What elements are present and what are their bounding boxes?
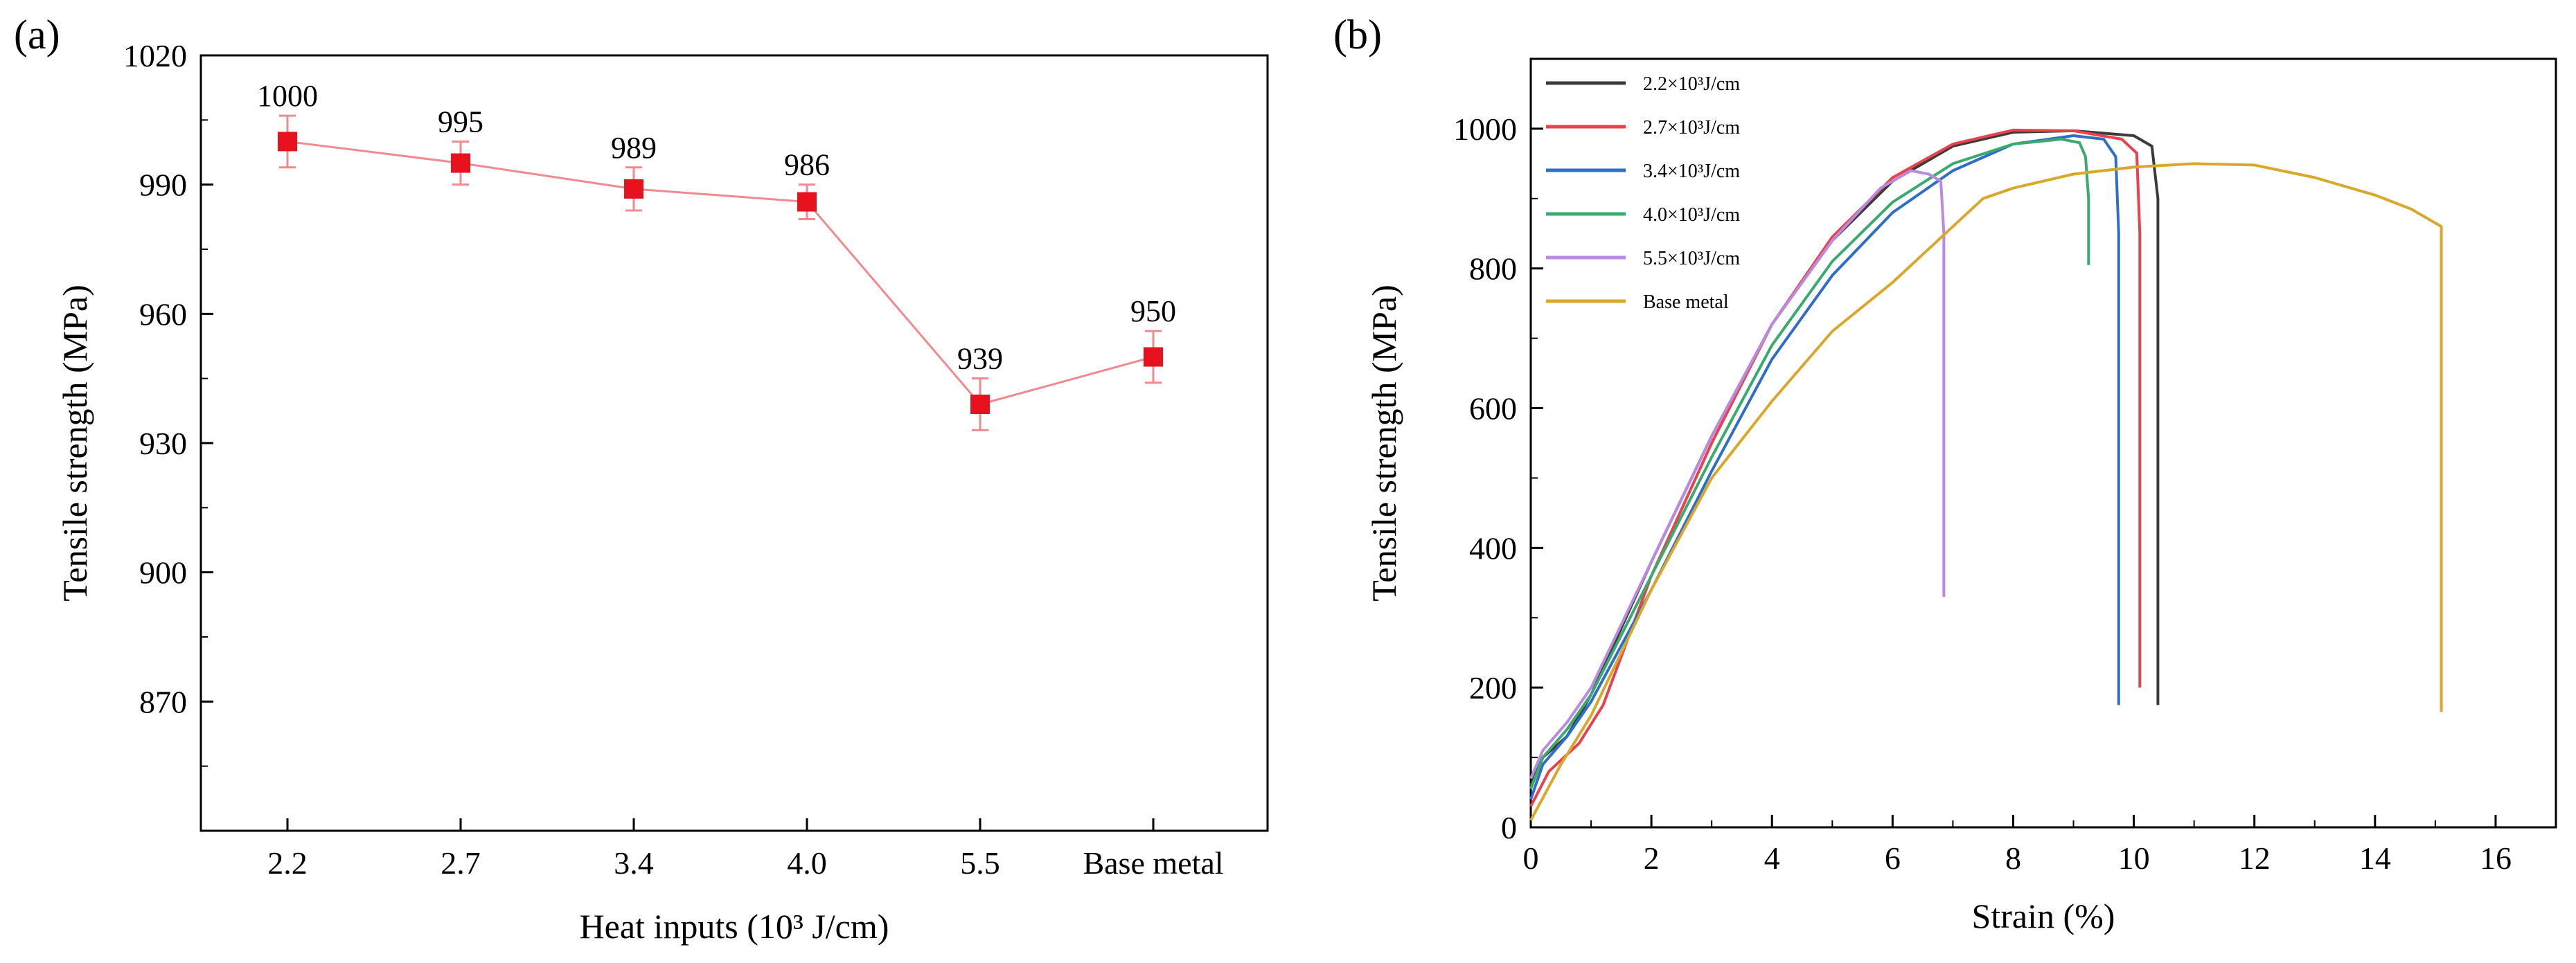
b-series-line-5 xyxy=(1529,162,2443,821)
a-data-point xyxy=(970,395,990,414)
panel-b-legend: 2.2×10³J/cm 2.7×10³J/cm 3.4×10³J/cm 4.0×10³… xyxy=(1546,73,1740,313)
b-legend-label-2: 3.4×10³J/cm xyxy=(1643,161,1740,182)
a-data-label: 995 xyxy=(438,105,483,138)
b-x-tick-label: 6 xyxy=(1885,840,1901,876)
b-y-tick-label: 400 xyxy=(1469,530,1517,566)
b-series-line-0 xyxy=(1529,129,2160,786)
panel-a-x-axis-title: Heat inputs (10³ J/cm) xyxy=(580,907,889,946)
b-series-line-1 xyxy=(1529,128,2142,807)
a-data-label: 939 xyxy=(957,342,1003,376)
b-series-line-4 xyxy=(1529,169,1946,780)
a-y-tick-label: 990 xyxy=(139,168,187,203)
b-y-tick-label: 1000 xyxy=(1453,111,1517,147)
a-x-tick-label: Base metal xyxy=(1083,845,1223,881)
a-data-point xyxy=(278,132,297,152)
a-y-tick-label: 900 xyxy=(139,555,187,591)
b-x-tick-label: 14 xyxy=(2359,840,2391,876)
b-x-tick-label: 8 xyxy=(2005,840,2021,876)
b-legend-label-1: 2.7×10³J/cm xyxy=(1643,117,1740,138)
a-data-label: 986 xyxy=(784,148,830,182)
b-legend-label-5: Base metal xyxy=(1643,291,1729,313)
a-x-tick-label: 5.5 xyxy=(960,845,1000,881)
a-x-tick-label: 3.4 xyxy=(614,845,654,881)
a-data-point xyxy=(1144,347,1163,367)
a-data-point xyxy=(451,153,470,173)
panel-a-plot-frame xyxy=(199,54,1269,832)
b-legend-label-3: 4.0×10³J/cm xyxy=(1643,204,1740,226)
panel-b-label: (b) xyxy=(1333,12,1382,57)
a-y-tick-label: 960 xyxy=(139,296,187,332)
a-x-tick-label: 2.7 xyxy=(441,845,481,881)
a-y-tick-label: 870 xyxy=(139,684,187,719)
b-y-tick-label: 600 xyxy=(1469,391,1517,426)
a-data-label: 989 xyxy=(611,131,657,165)
b-y-tick-label: 800 xyxy=(1469,251,1517,287)
b-x-tick-label: 10 xyxy=(2118,840,2150,876)
b-y-tick-label: 200 xyxy=(1469,670,1517,705)
panel-b-y-axis-title: Tensile strength (MPa) xyxy=(1365,285,1403,602)
a-y-tick-label: 1020 xyxy=(123,38,187,73)
b-x-tick-label: 16 xyxy=(2480,840,2512,876)
a-data-point xyxy=(797,192,817,212)
a-x-tick-label: 2.2 xyxy=(267,845,308,881)
b-series-line-3 xyxy=(1529,138,2090,790)
a-y-tick-label: 930 xyxy=(139,426,187,461)
b-x-tick-label: 2 xyxy=(1644,840,1660,876)
panel-b-plot-frame xyxy=(1529,57,2557,829)
a-data-point xyxy=(624,179,643,199)
a-series-line xyxy=(287,140,1154,406)
a-data-label: 1000 xyxy=(257,79,318,113)
a-data-label: 950 xyxy=(1130,294,1176,328)
panel-a-label: (a) xyxy=(14,12,60,57)
b-legend-label-4: 5.5×10³J/cm xyxy=(1643,248,1740,269)
b-x-tick-label: 4 xyxy=(1764,840,1780,876)
b-series-line-2 xyxy=(1529,134,2120,800)
b-legend-label-0: 2.2×10³J/cm xyxy=(1643,73,1740,95)
b-x-tick-label: 12 xyxy=(2239,840,2271,876)
panel-b-chart: (b) 0 200 400 600 800 1000 0 2 4 6 8 10 12 14 16 2.2×… xyxy=(1333,12,2557,935)
b-y-tick-label: 0 xyxy=(1501,810,1517,845)
b-x-tick-label: 0 xyxy=(1523,840,1539,876)
a-x-tick-label: 4.0 xyxy=(787,845,827,881)
panel-a-chart: (a) 870 900 930 960 990 1020 2.2 2.7 3.4 4.0 5.5 B… xyxy=(14,12,1269,946)
panel-a-y-axis-title: Tensile strength (MPa) xyxy=(55,285,94,602)
panel-b-x-axis-title: Strain (%) xyxy=(1972,897,2115,935)
